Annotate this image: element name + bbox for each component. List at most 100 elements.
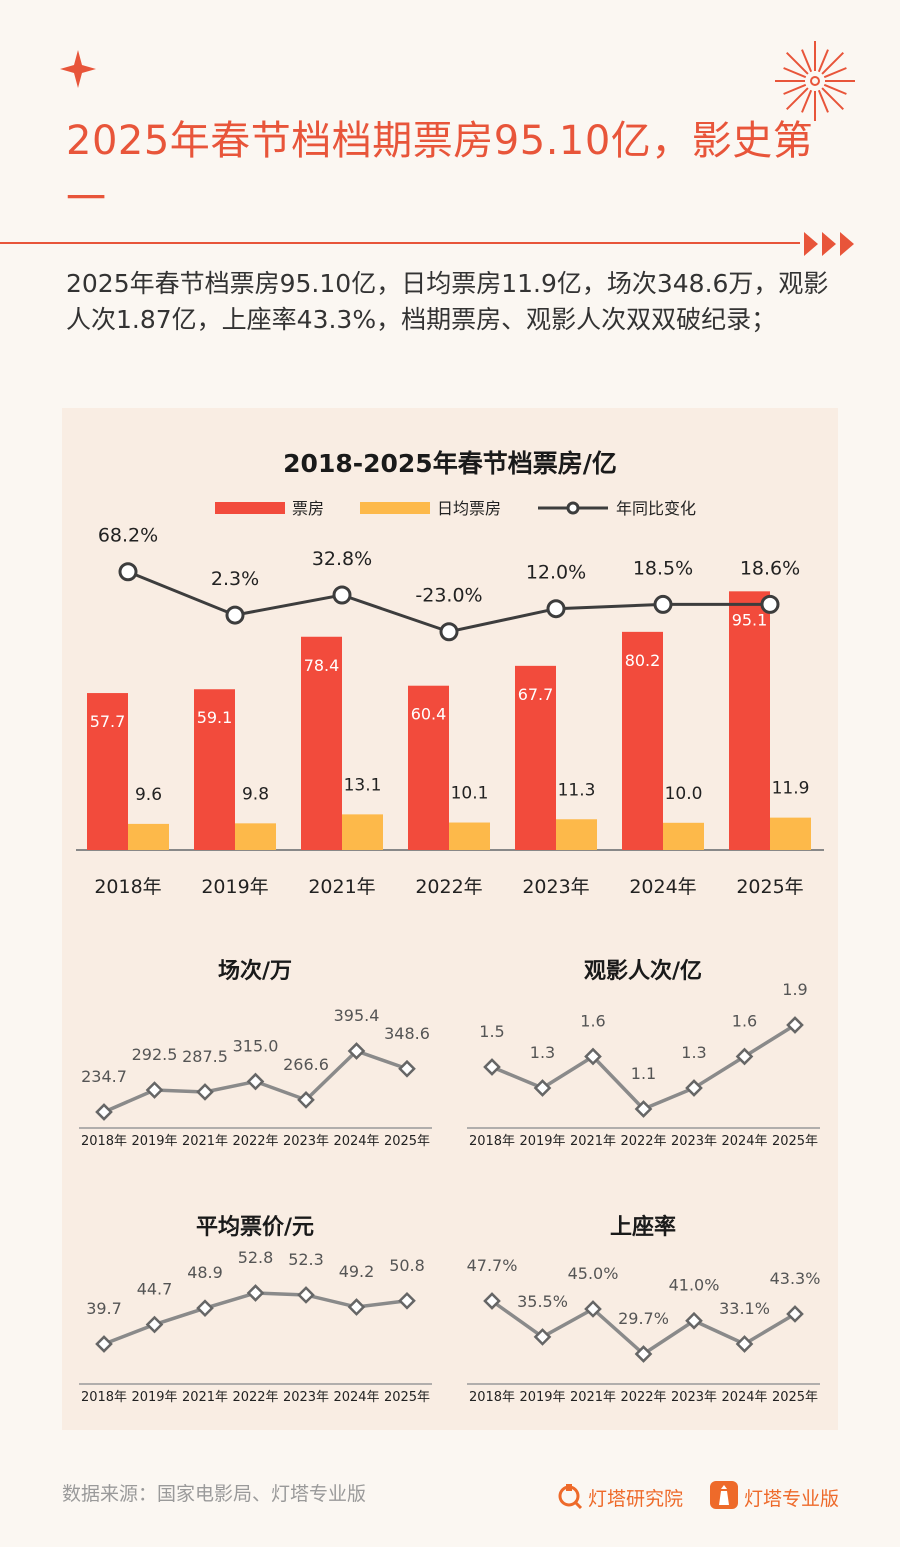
small-chart-point bbox=[196, 1083, 214, 1101]
brand-pro: 灯塔专业版 bbox=[744, 1488, 840, 1510]
small-chart-value-label: 35.5% bbox=[517, 1292, 568, 1311]
firework-ray bbox=[817, 89, 829, 113]
small-chart-x-tick: 2021年 bbox=[182, 1390, 228, 1405]
small-chart-point bbox=[398, 1059, 416, 1078]
small-chart-value-label: 395.4 bbox=[334, 1006, 380, 1025]
small-chart-point bbox=[297, 1091, 315, 1109]
bar-daily-label: 10.1 bbox=[451, 784, 489, 804]
small-chart-value-label: 41.0% bbox=[669, 1276, 720, 1295]
small-chart-title: 观影人次/亿 bbox=[584, 958, 702, 984]
dengta-research-logo-icon bbox=[558, 1484, 583, 1509]
bar-daily-label: 11.9 bbox=[772, 779, 810, 799]
x-tick-label: 2024年 bbox=[629, 876, 696, 898]
bar-daily-box-office bbox=[235, 823, 276, 850]
small-chart-point bbox=[196, 1299, 214, 1318]
yoy-label: -23.0% bbox=[415, 585, 482, 607]
bar-daily-box-office bbox=[449, 822, 490, 850]
small-chart-point bbox=[483, 1292, 501, 1310]
small-chart-point bbox=[634, 1100, 653, 1118]
small-chart-value-label: 1.1 bbox=[631, 1064, 656, 1083]
bar-daily-box-office bbox=[342, 814, 383, 850]
small-chart-point bbox=[735, 1047, 754, 1066]
small-chart-point bbox=[533, 1328, 552, 1346]
small-chart-x-tick: 2021年 bbox=[570, 1390, 616, 1405]
data-source: 数据来源：国家电影局、灯塔专业版 bbox=[62, 1483, 367, 1505]
bar-box-office bbox=[622, 631, 663, 850]
small-chart-value-label: 39.7 bbox=[86, 1299, 122, 1318]
small-chart-point bbox=[786, 1305, 804, 1323]
small-chart-value-label: 49.2 bbox=[339, 1262, 375, 1281]
yoy-point bbox=[653, 594, 673, 614]
small-chart-point bbox=[786, 1016, 804, 1034]
yoy-label: 68.2% bbox=[98, 525, 158, 547]
small-chart-x-tick: 2023年 bbox=[671, 1134, 717, 1149]
small-chart-x-tick: 2024年 bbox=[333, 1134, 379, 1149]
firework-center bbox=[810, 76, 820, 86]
firework-ray bbox=[801, 89, 813, 113]
bar-daily-box-office bbox=[556, 819, 597, 850]
yoy-label: 2.3% bbox=[211, 568, 259, 590]
yoy-point bbox=[118, 562, 138, 582]
legend-marker-yoy bbox=[566, 501, 580, 515]
firework-ray bbox=[801, 49, 813, 73]
small-chart-value-label: 48.9 bbox=[187, 1263, 223, 1282]
bar-box-office bbox=[87, 693, 128, 850]
triple-arrow-icon bbox=[804, 232, 854, 256]
bar-daily-label: 9.6 bbox=[135, 785, 162, 805]
bar-daily-label: 13.1 bbox=[344, 775, 382, 795]
yoy-point bbox=[225, 605, 245, 625]
small-chart-x-tick: 2024年 bbox=[721, 1390, 767, 1405]
small-chart-point bbox=[246, 1072, 265, 1091]
small-chart-value-label: 287.5 bbox=[182, 1047, 228, 1066]
small-chart-x-tick: 2022年 bbox=[232, 1134, 278, 1149]
small-chart-x-tick: 2021年 bbox=[182, 1134, 228, 1149]
bar-box-office bbox=[515, 665, 556, 850]
small-chart-value-label: 266.6 bbox=[283, 1055, 329, 1074]
bar-daily-label: 10.0 bbox=[665, 784, 703, 804]
bar-daily-box-office bbox=[770, 817, 811, 850]
small-chart-x-tick: 2025年 bbox=[772, 1390, 818, 1405]
small-chart-value-label: 1.3 bbox=[681, 1043, 706, 1062]
firework-ray bbox=[817, 49, 829, 73]
small-chart-value-label: 33.1% bbox=[719, 1299, 770, 1318]
firework-ray bbox=[821, 87, 844, 110]
yoy-label: 12.0% bbox=[526, 562, 586, 584]
firework-ray bbox=[786, 87, 809, 110]
small-chart-point bbox=[483, 1058, 501, 1076]
x-tick-label: 2021年 bbox=[308, 876, 375, 898]
small-chart-x-tick: 2019年 bbox=[519, 1390, 565, 1405]
firework-icon bbox=[775, 41, 855, 121]
bar-box-office-label: 78.4 bbox=[304, 656, 340, 675]
page-title: 2025年春节档档期票房95.10亿，影史第一 bbox=[66, 118, 814, 222]
small-chart-value-label: 52.8 bbox=[238, 1248, 274, 1267]
bar-box-office bbox=[194, 689, 235, 850]
yoy-point bbox=[760, 594, 780, 614]
small-chart-value-label: 50.8 bbox=[389, 1256, 425, 1275]
bar-box-office-label: 59.1 bbox=[197, 708, 233, 727]
legend-label-box-office: 票房 bbox=[292, 499, 324, 518]
small-chart-point bbox=[347, 1298, 366, 1316]
small-chart-x-tick: 2021年 bbox=[570, 1134, 616, 1149]
small-chart-x-tick: 2024年 bbox=[721, 1134, 767, 1149]
yoy-point bbox=[439, 622, 459, 642]
small-chart-x-tick: 2022年 bbox=[620, 1134, 666, 1149]
dengta-pro-logo-icon bbox=[710, 1481, 738, 1509]
small-chart-value-label: 315.0 bbox=[233, 1037, 279, 1056]
small-chart-x-tick: 2019年 bbox=[519, 1134, 565, 1149]
small-chart-value-label: 1.6 bbox=[580, 1012, 605, 1031]
main-bar-chart: 57.7 9.6 2018年 59.1 9.8 2019年 78.4 13.1 2021年 60.… bbox=[76, 525, 824, 898]
small-chart-x-tick: 2018年 bbox=[469, 1134, 515, 1149]
small-chart-x-tick: 2018年 bbox=[469, 1390, 515, 1405]
small-chart-value-label: 1.5 bbox=[479, 1022, 504, 1041]
small-chart-value-label: 52.3 bbox=[288, 1250, 324, 1269]
main-chart-title: 2018-2025年春节档票房/亿 bbox=[283, 449, 617, 478]
bar-box-office-label: 57.7 bbox=[90, 712, 126, 731]
x-tick-label: 2022年 bbox=[415, 876, 482, 898]
legend-label-yoy: 年同比变化 bbox=[616, 499, 696, 518]
bar-daily-box-office bbox=[128, 823, 169, 850]
small-chart-x-tick: 2023年 bbox=[283, 1134, 329, 1149]
small-chart-point bbox=[398, 1291, 416, 1310]
x-tick-label: 2023年 bbox=[522, 876, 589, 898]
small-chart-point bbox=[634, 1345, 653, 1363]
firework-ray bbox=[783, 67, 807, 79]
